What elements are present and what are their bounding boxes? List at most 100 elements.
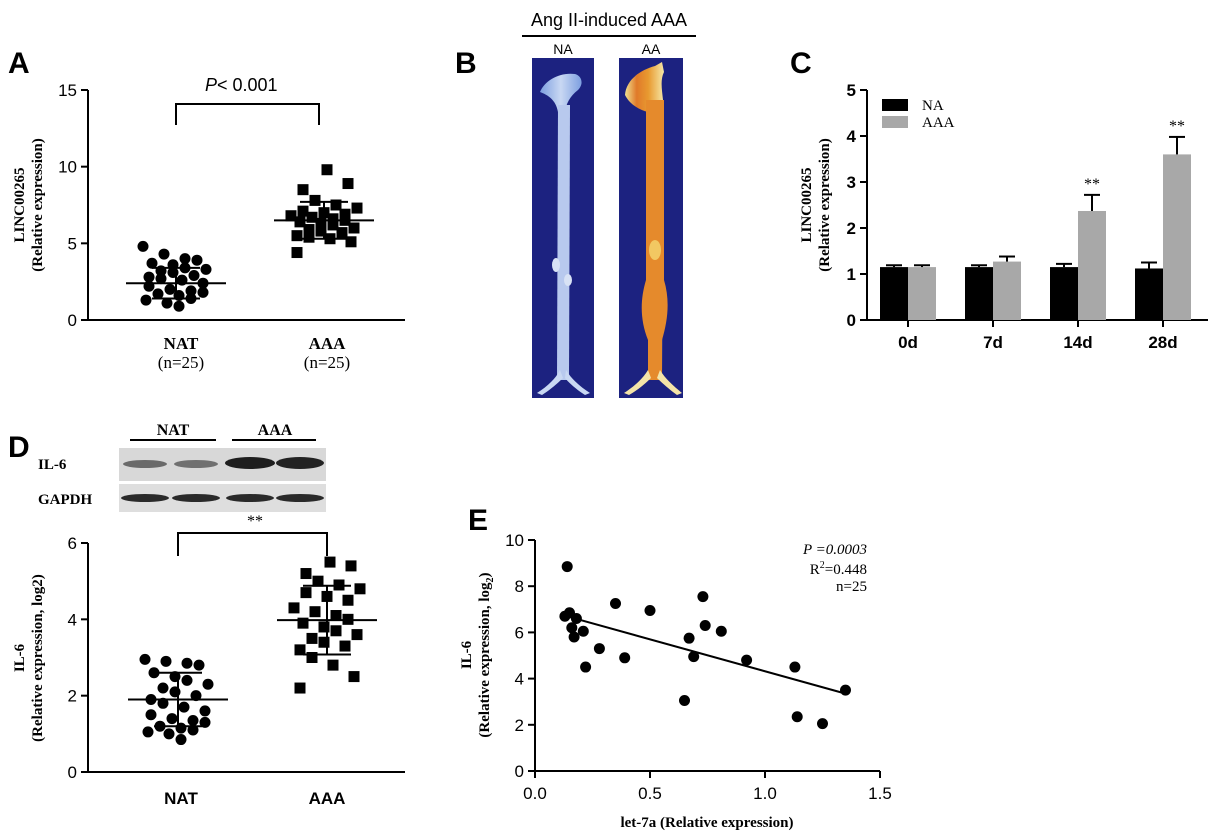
data-point <box>199 716 211 728</box>
x-tick-label: 1.5 <box>868 784 892 803</box>
data-point <box>300 568 312 580</box>
panel-b-aa-aorta <box>624 62 682 395</box>
data-point <box>164 283 176 295</box>
y-tick-label: 3 <box>847 173 856 192</box>
panel-a-x-sublabel-aaa: (n=25) <box>304 353 350 372</box>
legend-label-na: NA <box>922 98 944 114</box>
panel-letter-d: D <box>8 431 30 464</box>
data-point <box>315 225 327 237</box>
panel-b-na-aorta <box>537 73 590 395</box>
data-point <box>321 164 333 176</box>
panel-a-y-label-2: (Relative expression) <box>30 138 46 271</box>
panel-c-y-label-1: LINC00265 <box>799 167 815 242</box>
significance-marker: ** <box>1084 176 1100 193</box>
data-point <box>688 651 700 663</box>
blot-row-label-il6: IL-6 <box>38 457 67 473</box>
blot-gapdh-bands <box>121 494 324 502</box>
data-point <box>318 636 330 648</box>
blot-group-label-nat: NAT <box>157 422 190 439</box>
data-point <box>185 285 197 297</box>
data-point <box>330 625 342 637</box>
y-tick-label: 2 <box>515 716 524 735</box>
data-point <box>303 231 315 243</box>
data-point <box>294 644 306 656</box>
data-point <box>190 690 202 702</box>
data-point <box>351 202 363 214</box>
panel-d-x-label-aaa: AAA <box>309 789 346 808</box>
data-point <box>187 714 199 726</box>
bar-na <box>965 267 993 320</box>
data-point <box>789 661 801 673</box>
panel-d-significance: ** <box>247 513 263 530</box>
bar-aaa <box>993 261 1021 320</box>
y-tick-label: 6 <box>68 534 77 553</box>
data-point <box>817 718 828 730</box>
panel-b-title: Ang II-induced AAA <box>531 10 687 30</box>
x-tick-label: 0.0 <box>523 784 547 803</box>
x-tick-label: 0d <box>898 333 918 352</box>
panel-d-chart: 0 2 4 6 ** NAT AAA IL-6 (Relative expressio… <box>12 513 405 808</box>
data-point <box>199 705 211 717</box>
data-point <box>306 652 318 663</box>
data-point <box>577 625 589 637</box>
panel-letter-c: C <box>790 47 812 80</box>
data-point <box>139 653 151 665</box>
x-tick-label: 7d <box>983 333 1003 352</box>
panel-a-p-value: P< 0.001 <box>205 75 278 95</box>
panel-e-y-label-2: (Relative expression, log2) <box>477 572 496 737</box>
panel-e-p-value: P =0.0003 <box>802 542 867 558</box>
data-point <box>330 610 342 622</box>
panel-e-chart: 0 2 4 6 8 10 0.0 0.5 1.0 1.5 P =0.0003 R2=0.448 n… <box>459 531 892 831</box>
data-point <box>181 674 193 686</box>
data-point <box>309 194 321 206</box>
panel-a-x-sublabel-nat: (n=25) <box>158 353 204 372</box>
y-tick-label: 2 <box>847 219 856 238</box>
y-tick-label: 0 <box>68 763 77 782</box>
panel-c-y-label-2: (Relative expression) <box>817 138 833 271</box>
data-point <box>327 219 339 231</box>
data-point <box>158 248 170 260</box>
data-point <box>342 594 354 606</box>
data-point <box>166 713 178 725</box>
data-point <box>191 254 203 266</box>
panel-a-significance-bracket <box>175 103 320 125</box>
panel-letter-a: A <box>8 47 30 80</box>
data-point <box>146 257 158 269</box>
data-point <box>351 629 363 641</box>
y-tick-label: 0 <box>515 762 524 781</box>
data-point <box>297 205 309 217</box>
data-point <box>324 556 336 568</box>
data-point <box>306 211 318 223</box>
data-point <box>339 208 351 220</box>
data-point <box>187 724 199 736</box>
data-point <box>178 701 190 713</box>
y-tick-label: 0 <box>847 311 856 330</box>
blot-il6-bands <box>123 457 324 469</box>
panel-a-y-label-1: LINC00265 <box>12 167 28 242</box>
data-point <box>342 178 354 190</box>
y-tick-label: 10 <box>58 158 77 177</box>
legend-swatch-aaa <box>882 116 908 128</box>
data-point <box>309 606 321 618</box>
data-point <box>561 561 573 573</box>
data-point <box>644 604 656 616</box>
data-point <box>173 300 185 312</box>
data-point <box>300 587 312 599</box>
data-point <box>303 224 315 236</box>
data-point <box>345 560 357 572</box>
blot-row-label-gapdh: GAPDH <box>38 492 92 508</box>
panel-d-y-label-2: (Relative expression, log2) <box>30 574 46 742</box>
panel-d-x-label-nat: NAT <box>164 789 198 808</box>
y-tick-label: 4 <box>515 670 524 689</box>
data-point <box>294 682 306 694</box>
panel-d-y-label-1: IL-6 <box>12 643 28 672</box>
data-point <box>697 591 709 603</box>
data-point <box>345 236 357 248</box>
panel-e-y-label-1: IL-6 <box>459 640 475 669</box>
x-tick-label: 14d <box>1063 333 1092 352</box>
data-point <box>339 640 351 652</box>
data-point <box>161 297 173 309</box>
bar-aaa <box>908 267 936 320</box>
data-point <box>306 632 318 644</box>
